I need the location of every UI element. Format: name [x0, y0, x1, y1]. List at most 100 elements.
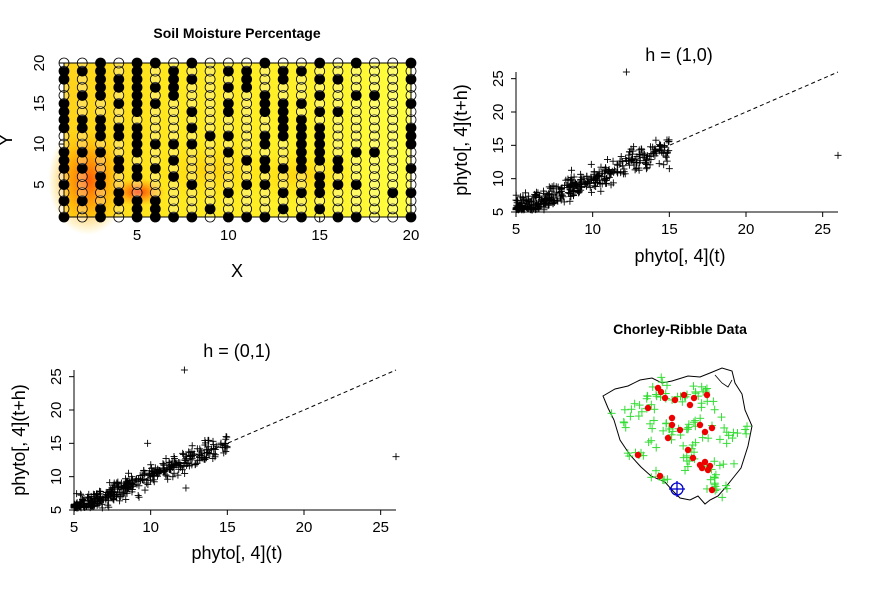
- dark-point: [113, 98, 125, 109]
- dark-point: [149, 81, 161, 93]
- light-point: [387, 130, 399, 142]
- light-point: [350, 171, 362, 182]
- panel-chorley-ribble: Chorley-Ribble Data: [602, 321, 753, 505]
- light-point: [95, 162, 106, 174]
- light-point: [204, 162, 216, 174]
- x-tick-label: 5: [512, 221, 520, 238]
- y-tick-label: 5: [31, 180, 48, 188]
- red-dot-marker: [686, 401, 694, 409]
- x-tick-label: 15: [311, 227, 328, 244]
- dark-point: [149, 195, 161, 207]
- panel-soil-moisture: Soil Moisture Percentage 5 10 15 20 5 10 15 20…: [0, 25, 419, 281]
- y-tick-label: 20: [490, 104, 507, 121]
- light-point: [387, 81, 399, 93]
- light-point: [186, 171, 198, 182]
- x-tick-label: 5: [133, 227, 141, 244]
- red-dot-marker: [676, 426, 684, 434]
- panel-h-0-1: h = (0,1) 5 10 15 20 25 5 10 15 20 25 phyto[, 4]…: [9, 341, 400, 563]
- light-point: [204, 171, 216, 182]
- dark-point: [76, 162, 88, 174]
- red-dot-marker: [656, 472, 664, 480]
- light-point: [350, 73, 362, 85]
- dark-point: [350, 146, 362, 158]
- light-point: [387, 154, 399, 166]
- light-point: [296, 203, 307, 215]
- light-point: [168, 203, 179, 215]
- light-point: [149, 130, 161, 142]
- dark-point: [113, 73, 125, 85]
- light-point: [350, 162, 362, 174]
- dark-point: [296, 65, 307, 77]
- dark-point: [350, 179, 362, 190]
- dark-point: [131, 122, 143, 134]
- dark-point: [113, 122, 125, 134]
- dark-point: [296, 114, 307, 126]
- light-point: [241, 203, 253, 215]
- red-dot-marker: [668, 414, 676, 422]
- dark-point: [314, 90, 326, 101]
- chart-title: h = (1,0): [645, 45, 713, 65]
- dark-point: [131, 195, 143, 207]
- red-dot-marker: [664, 434, 672, 442]
- light-point: [350, 195, 362, 207]
- plot-frame: [63, 62, 412, 218]
- dark-point: [314, 122, 326, 134]
- light-point: [186, 90, 198, 101]
- light-point: [369, 106, 380, 118]
- x-tick-label: 25: [814, 221, 831, 238]
- dark-point: [241, 154, 253, 166]
- light-point: [387, 138, 399, 150]
- light-point: [277, 154, 289, 166]
- red-dot-markers: [634, 384, 716, 494]
- dark-point: [259, 130, 271, 142]
- x-axis-label: phyto[, 4](t): [634, 246, 725, 266]
- red-dot-marker: [703, 391, 711, 399]
- light-point: [350, 138, 362, 150]
- x-tick-label: 10: [584, 221, 601, 238]
- light-point: [241, 98, 253, 109]
- dark-point: [277, 203, 289, 215]
- light-point: [222, 162, 234, 174]
- heatmap-points: [58, 57, 417, 223]
- light-point: [113, 146, 125, 158]
- light-point: [350, 81, 362, 93]
- light-point: [186, 203, 198, 215]
- light-point: [277, 90, 289, 101]
- dark-point: [241, 65, 253, 77]
- light-point: [222, 122, 234, 134]
- light-point: [168, 122, 179, 134]
- light-point: [204, 73, 216, 85]
- dark-point: [222, 130, 234, 142]
- dark-point: [186, 106, 198, 118]
- x-tick-label: 10: [220, 227, 237, 244]
- dark-point: [259, 90, 271, 101]
- dark-point: [332, 154, 344, 166]
- blue-circle-plus-marker: [669, 481, 685, 497]
- dark-point: [168, 154, 179, 166]
- chart-title: h = (0,1): [203, 341, 271, 361]
- light-point: [241, 171, 253, 182]
- y-tick-label: 10: [48, 468, 65, 485]
- light-point: [369, 114, 380, 126]
- light-point: [204, 146, 216, 158]
- dark-point: [314, 73, 326, 85]
- dark-point: [259, 179, 271, 190]
- red-dot-marker: [698, 464, 706, 472]
- dark-point: [186, 179, 198, 190]
- dark-point: [222, 81, 234, 93]
- x-tick-label: 20: [738, 221, 755, 238]
- y-tick-label: 15: [48, 435, 65, 452]
- y-tick-label: 15: [490, 137, 507, 154]
- dark-point: [186, 73, 198, 85]
- y-tick-label: 20: [31, 55, 48, 72]
- light-point: [204, 179, 216, 190]
- red-dot-marker: [644, 404, 652, 412]
- light-point: [168, 195, 179, 207]
- red-dot-marker: [661, 394, 669, 402]
- dark-point: [186, 138, 198, 150]
- red-dot-marker: [708, 486, 716, 494]
- dark-point: [369, 90, 380, 101]
- light-point: [369, 73, 380, 85]
- y-tick-label: 25: [48, 368, 65, 385]
- chart-title: Soil Moisture Percentage: [153, 25, 320, 41]
